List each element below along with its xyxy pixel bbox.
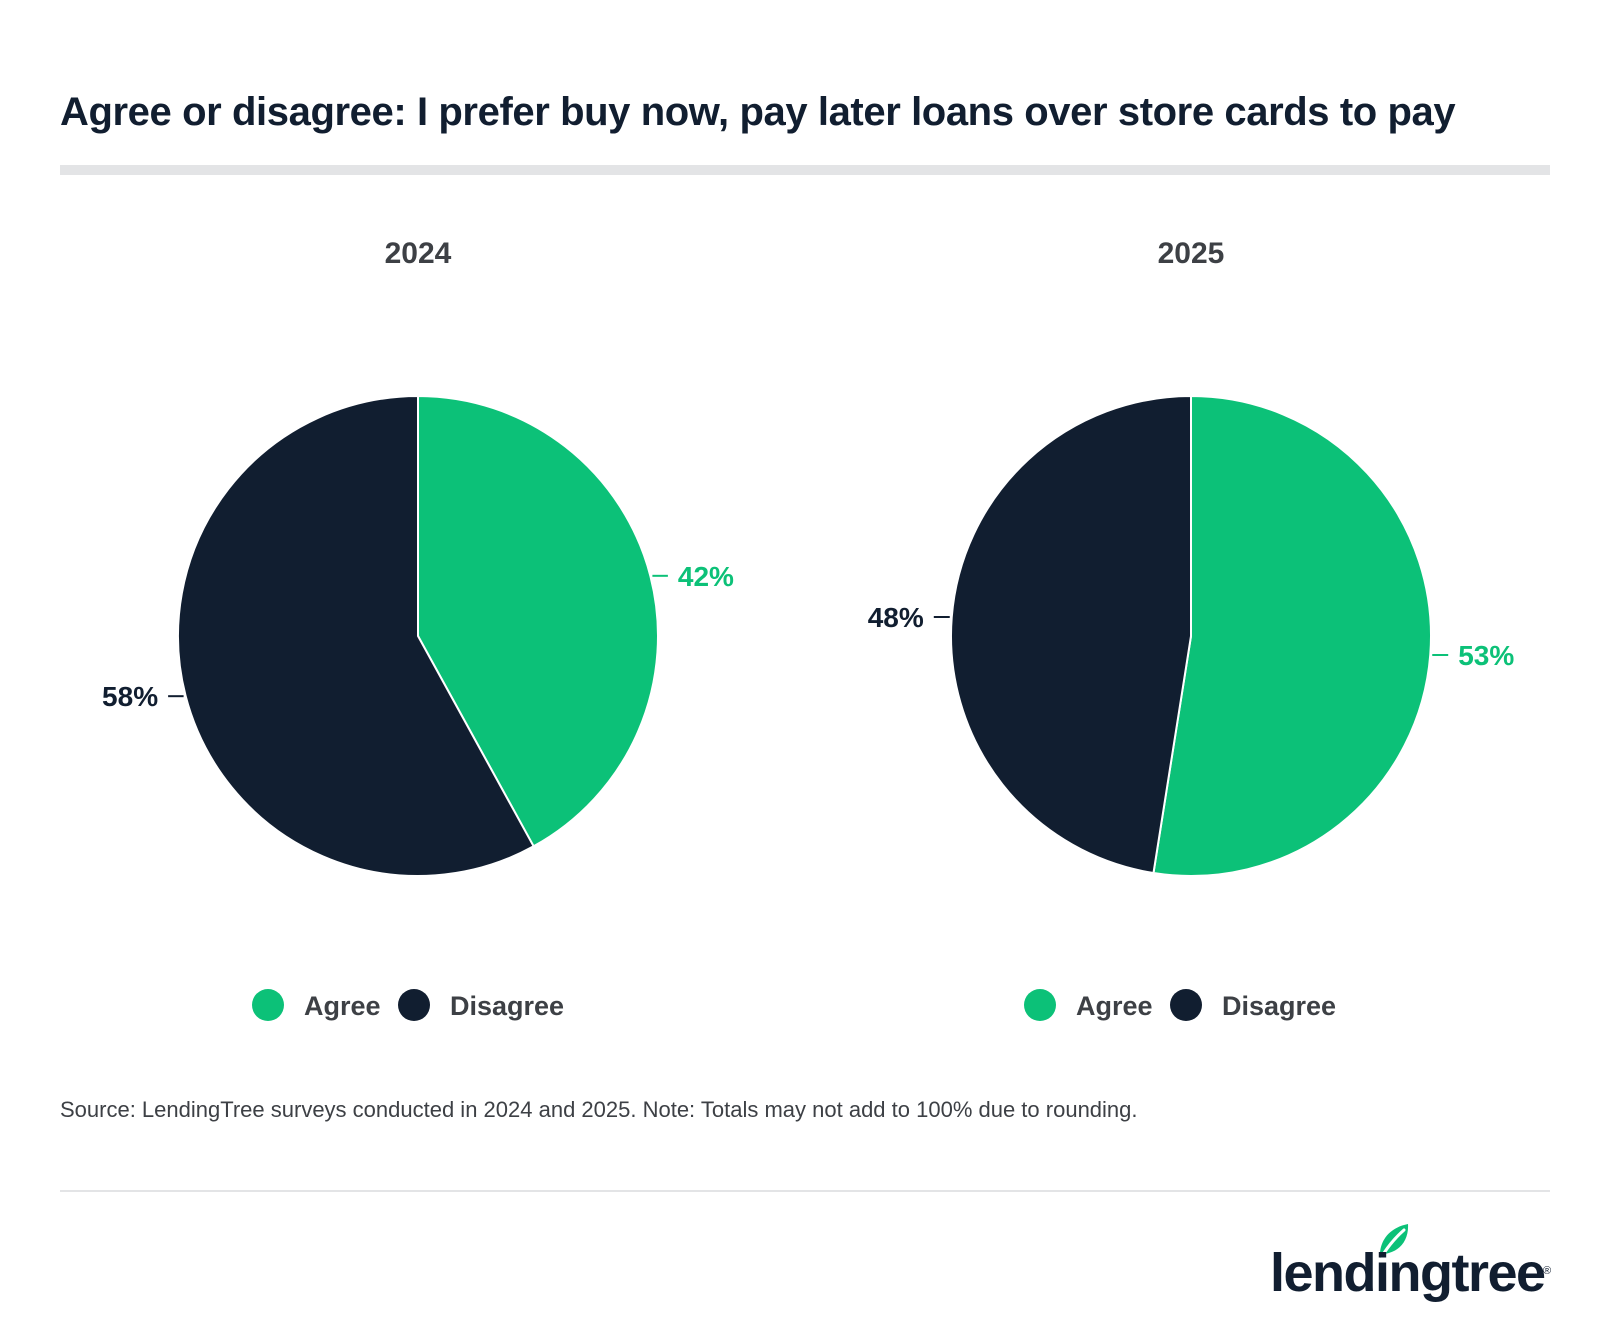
footer-divider [60,1190,1550,1192]
pie-chart-2025: 2025 53% 48% Agree Disagree [868,237,1514,1021]
pie-title: 2024 [385,237,452,270]
legend-marker-agree [252,989,284,1021]
legend-label-agree: Agree [1076,991,1153,1021]
legend-label-disagree: Disagree [1222,991,1336,1021]
legend-label-disagree: Disagree [450,991,564,1021]
pie-slice-agree [417,394,659,848]
logo-wordmark: lendingtree [1270,1243,1546,1303]
chart-title: Agree or disagree: I prefer buy now, pay… [60,90,1456,134]
legend-marker-disagree [398,989,430,1021]
pie-chart-2024: 2024 42% 58% Agree Disagree [102,237,734,1021]
pie-slice-agree [1152,394,1432,877]
pie-data-label-agree: 42% [678,561,734,592]
registered-mark: ® [1543,1265,1552,1277]
pie-data-label-agree: 53% [1458,640,1514,671]
pie-charts: 2024 42% 58% Agree Disagree 2025 53% 48% Agree Di… [102,237,1514,1021]
pie-slice-disagree [950,394,1192,875]
legend-label-agree: Agree [304,991,381,1021]
pie-data-label-disagree: 58% [102,681,158,712]
legend-marker-agree [1024,989,1056,1021]
pie-slice-disagree [177,394,535,877]
pie-data-label-disagree: 48% [868,602,924,633]
lendingtree-logo: lendingtree ® [1270,1222,1560,1312]
title-divider [60,165,1550,175]
leaf-icon [1379,1224,1409,1258]
legend-marker-disagree [1170,989,1202,1021]
pie-title: 2025 [1158,237,1225,270]
source-note: Source: LendingTree surveys conducted in… [60,1097,1138,1122]
